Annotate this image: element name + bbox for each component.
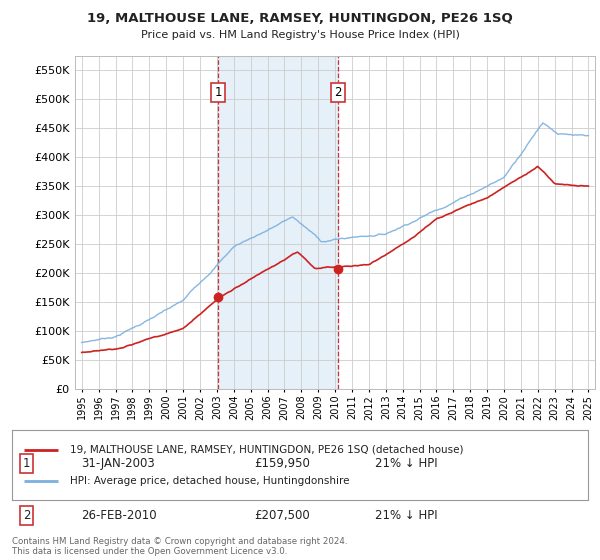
Text: 1: 1 <box>214 86 222 99</box>
Text: HPI: Average price, detached house, Huntingdonshire: HPI: Average price, detached house, Hunt… <box>70 476 349 486</box>
Text: £207,500: £207,500 <box>254 509 310 522</box>
Text: Price paid vs. HM Land Registry's House Price Index (HPI): Price paid vs. HM Land Registry's House … <box>140 30 460 40</box>
Text: 19, MALTHOUSE LANE, RAMSEY, HUNTINGDON, PE26 1SQ: 19, MALTHOUSE LANE, RAMSEY, HUNTINGDON, … <box>87 12 513 25</box>
Text: 21% ↓ HPI: 21% ↓ HPI <box>375 456 437 470</box>
Text: 1: 1 <box>23 456 30 470</box>
Text: 2: 2 <box>334 86 341 99</box>
Text: 21% ↓ HPI: 21% ↓ HPI <box>375 509 437 522</box>
Text: 26-FEB-2010: 26-FEB-2010 <box>81 509 157 522</box>
Text: 31-JAN-2003: 31-JAN-2003 <box>81 456 155 470</box>
Text: 2: 2 <box>23 509 30 522</box>
Text: 19, MALTHOUSE LANE, RAMSEY, HUNTINGDON, PE26 1SQ (detached house): 19, MALTHOUSE LANE, RAMSEY, HUNTINGDON, … <box>70 445 463 455</box>
Text: Contains HM Land Registry data © Crown copyright and database right 2024.
This d: Contains HM Land Registry data © Crown c… <box>12 536 347 556</box>
Text: £159,950: £159,950 <box>254 456 310 470</box>
Bar <box>218 56 338 389</box>
